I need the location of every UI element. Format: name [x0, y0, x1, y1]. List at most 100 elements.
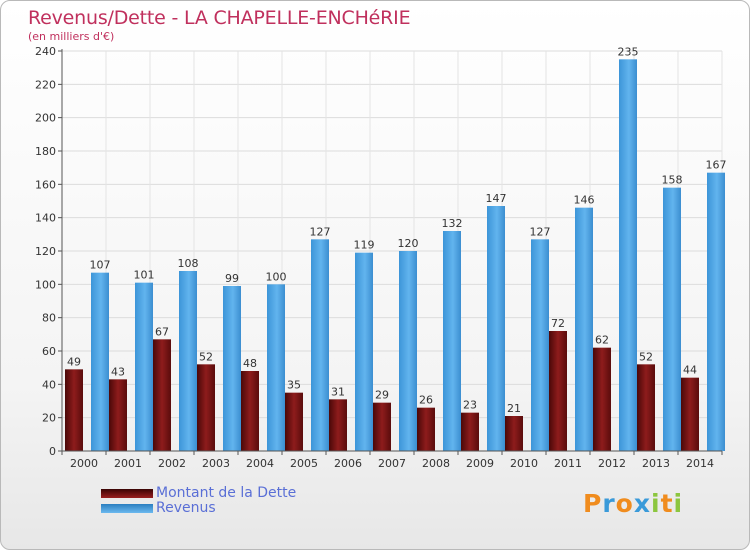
bar-dette	[505, 416, 523, 451]
data-label-dette: 31	[331, 385, 345, 398]
data-label-dette: 35	[287, 379, 301, 392]
bar-dette	[153, 339, 171, 451]
data-label-dette: 44	[683, 364, 697, 377]
y-tick-label: 120	[35, 245, 56, 258]
x-axis: 2000 2001 2002 2003 2004 2005 2006 2007 2008 2009…	[61, 450, 723, 470]
data-label-revenus: 146	[574, 194, 595, 207]
bar-dette	[549, 331, 567, 451]
logo-letter: i	[673, 489, 684, 518]
x-tick-label: 2009	[466, 457, 494, 470]
data-label-dette: 29	[375, 389, 389, 402]
bar-dette	[65, 369, 83, 451]
bar-revenus	[267, 284, 285, 451]
data-label-revenus: 119	[354, 239, 375, 252]
x-tick-label: 2004	[246, 457, 274, 470]
bar-revenus	[91, 272, 109, 451]
x-tick-label: 2010	[510, 457, 538, 470]
proxiti-logo: Proxiti	[583, 489, 683, 518]
data-label-dette: 52	[199, 350, 213, 363]
y-tick-label: 80	[42, 312, 56, 325]
data-label-dette: 49	[67, 355, 81, 368]
x-tick-label: 2005	[290, 457, 318, 470]
data-label-dette: 67	[155, 325, 169, 338]
x-tick-label: 2000	[70, 457, 98, 470]
data-label-dette: 52	[639, 350, 653, 363]
y-tick-label: 140	[35, 212, 56, 225]
x-tick-label: 2014	[686, 457, 714, 470]
data-label-revenus: 127	[530, 225, 551, 238]
bar-dette	[197, 364, 215, 451]
data-label-revenus: 120	[398, 237, 419, 250]
logo-letter: P	[583, 489, 603, 518]
bar-revenus	[223, 286, 241, 451]
data-label-revenus: 235	[618, 45, 639, 58]
bar-revenus	[355, 252, 373, 451]
y-tick-label: 100	[35, 278, 56, 291]
data-label-revenus: 99	[225, 272, 239, 285]
y-tick-label: 0	[49, 445, 56, 458]
x-tick-label: 2008	[422, 457, 450, 470]
bar-dette	[285, 392, 303, 451]
logo-letter: r	[602, 489, 616, 518]
logo-letter: t	[660, 489, 674, 518]
data-label-dette: 21	[507, 402, 521, 415]
y-tick-label: 20	[42, 412, 56, 425]
bar-dette	[417, 407, 435, 451]
y-tick-label: 40	[42, 378, 56, 391]
y-tick-label: 180	[35, 145, 56, 158]
data-label-revenus: 100	[266, 270, 287, 283]
y-axis: 0 20 40 60 80 100 120 140 160 180 200 220 240	[35, 45, 63, 458]
y-tick-label: 160	[35, 178, 56, 191]
legend-swatch-revenus	[101, 504, 153, 513]
bar-dette	[593, 347, 611, 451]
bar-revenus	[531, 239, 549, 451]
x-tick-label: 2002	[158, 457, 186, 470]
data-label-dette: 26	[419, 394, 433, 407]
data-label-revenus: 147	[486, 192, 507, 205]
x-tick-label: 2011	[554, 457, 582, 470]
y-tick-label: 200	[35, 112, 56, 125]
x-tick-label: 2012	[598, 457, 626, 470]
bar-dette	[461, 412, 479, 451]
data-label-revenus: 101	[134, 269, 155, 282]
data-label-revenus: 107	[90, 259, 111, 272]
bar-dette	[109, 379, 127, 451]
data-label-dette: 72	[551, 317, 565, 330]
bar-revenus	[663, 187, 681, 451]
data-label-revenus: 132	[442, 217, 463, 230]
bar-revenus	[443, 231, 461, 451]
data-label-revenus: 127	[310, 225, 331, 238]
bar-dette	[241, 371, 259, 451]
y-tick-label: 240	[35, 45, 56, 58]
bar-dette	[373, 402, 391, 451]
bar-dette	[329, 399, 347, 451]
bar-revenus	[135, 282, 153, 451]
y-tick-label: 220	[35, 78, 56, 91]
legend-swatch-dette	[101, 489, 153, 498]
bar-revenus	[311, 239, 329, 451]
legend-label-revenus: Revenus	[156, 500, 216, 516]
bar-revenus	[179, 271, 197, 451]
bar-revenus	[399, 251, 417, 451]
data-label-revenus: 167	[706, 159, 727, 172]
data-label-revenus: 158	[662, 174, 683, 187]
x-tick-label: 2013	[642, 457, 670, 470]
y-tick-label: 60	[42, 345, 56, 358]
chart-title: Revenus/Dette - LA CHAPELLE-ENCHéRIE	[28, 7, 411, 29]
x-tick-label: 2006	[334, 457, 362, 470]
bar-dette	[681, 377, 699, 451]
bar-revenus	[487, 206, 505, 451]
data-label-dette: 43	[111, 365, 125, 378]
data-label-dette: 23	[463, 399, 477, 412]
legend-label-dette: Montant de la Dette	[156, 485, 297, 501]
data-label-revenus: 108	[178, 257, 199, 270]
x-tick-label: 2007	[378, 457, 406, 470]
data-labels: 49 107 43 101 67 108 52 99 48 100 35 127 31 119 29 120 2…	[67, 45, 727, 415]
bars	[65, 59, 725, 451]
data-label-dette: 48	[243, 357, 257, 370]
logo-letter: x	[633, 489, 651, 518]
x-tick-label: 2001	[114, 457, 142, 470]
bar-dette	[637, 364, 655, 451]
